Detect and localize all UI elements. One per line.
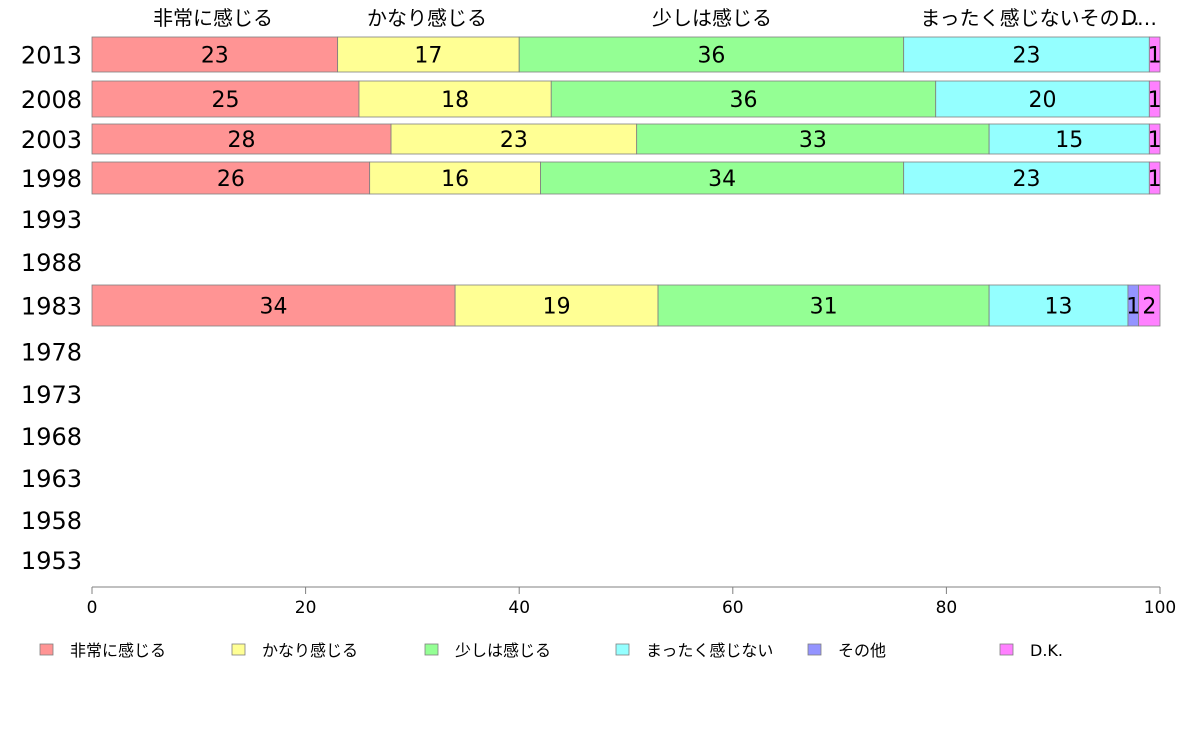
bar-2013-3 xyxy=(903,36,1150,73)
value-label-2003-5: 1 xyxy=(1148,128,1162,153)
top-label-2: 少しは感じる xyxy=(652,6,772,30)
category-label-1978: 1978 xyxy=(21,339,82,367)
category-label-2003: 2003 xyxy=(21,126,82,154)
category-label-1958: 1958 xyxy=(21,507,82,535)
legend-swatch-1 xyxy=(231,643,246,656)
bar-2008-2 xyxy=(550,80,937,118)
category-labels: 2013 2008 2003 1998 1993 1988 1983 1978 1973 1968… xyxy=(21,42,82,576)
bar-2013-2 xyxy=(518,36,905,73)
value-label-2008-0: 25 xyxy=(212,88,240,113)
top-label-4: D… xyxy=(1122,6,1157,30)
category-label-1993: 1993 xyxy=(21,206,82,234)
bar-2003-3 xyxy=(988,123,1150,155)
bar-2013-0 xyxy=(91,36,339,73)
value-label-1998-2: 34 xyxy=(708,167,736,192)
value-label-2013-1: 17 xyxy=(414,44,442,69)
bar-2003-5 xyxy=(1148,123,1161,155)
category-label-1953: 1953 xyxy=(21,547,82,575)
legend-label-5: D.K. xyxy=(1030,641,1063,660)
value-label-1983-2: 31 xyxy=(810,295,838,320)
value-label-2008-5: 1 xyxy=(1148,88,1162,113)
category-label-2013: 2013 xyxy=(21,42,82,70)
x-tick-label-20: 20 xyxy=(295,598,317,618)
value-label-2008-1: 18 xyxy=(441,88,469,113)
legend-label-3: まったく感じない xyxy=(646,641,773,660)
value-label-1998-5: 1 xyxy=(1148,167,1162,192)
x-tick-label-60: 60 xyxy=(722,598,744,618)
bar-2008-5 xyxy=(1148,80,1161,118)
x-tick-label-80: 80 xyxy=(936,598,958,618)
bar-2003-0 xyxy=(91,123,392,155)
value-label-1998-3: 23 xyxy=(1013,167,1041,192)
bar-1983-0 xyxy=(91,284,456,327)
value-label-2013-0: 23 xyxy=(201,44,229,69)
bar-1998-5 xyxy=(1148,161,1161,195)
value-label-2003-2: 33 xyxy=(799,128,827,153)
category-label-2008: 2008 xyxy=(21,86,82,114)
value-label-1998-0: 26 xyxy=(217,167,245,192)
category-label-1998: 1998 xyxy=(21,165,82,193)
top-label-3: まったく感じないその… xyxy=(920,6,1139,30)
x-tick-label-100: 100 xyxy=(1144,598,1176,618)
legend-label-0: 非常に感じる xyxy=(70,641,166,660)
bar-1998-2 xyxy=(540,161,905,195)
x-tick-label-0: 0 xyxy=(87,598,98,618)
value-label-2013-3: 23 xyxy=(1013,44,1041,69)
x-axis: 0 20 40 60 80 100 xyxy=(87,586,1176,618)
top-label-1: かなり感じる xyxy=(367,6,487,30)
value-label-1983-1: 19 xyxy=(543,295,571,320)
bar-2008-1 xyxy=(358,80,552,118)
bar-1983-3 xyxy=(988,284,1129,327)
category-label-1988: 1988 xyxy=(21,249,82,277)
legend: 非常に感じる かなり感じる 少しは感じる まったく感じない その他 D.K. xyxy=(39,641,1063,660)
bar-2013-5 xyxy=(1148,36,1161,73)
value-label-1983-5: 2 xyxy=(1142,295,1156,320)
value-label-2003-1: 23 xyxy=(500,128,528,153)
category-label-1983: 1983 xyxy=(21,293,82,321)
legend-label-2: 少しは感じる xyxy=(455,641,551,660)
bar-1998-0 xyxy=(91,161,371,195)
x-tick-label-40: 40 xyxy=(508,598,530,618)
top-label-0: 非常に感じる xyxy=(153,6,273,30)
bar-1983-5 xyxy=(1138,284,1161,327)
value-label-2008-3: 20 xyxy=(1029,88,1057,113)
top-labels: 非常に感じる かなり感じる 少しは感じる まったく感じないその…D… xyxy=(153,6,1157,30)
bar-2008-0 xyxy=(91,80,360,118)
legend-label-1: かなり感じる xyxy=(262,641,358,660)
category-label-1963: 1963 xyxy=(21,465,82,493)
legend-swatch-0 xyxy=(39,643,54,656)
value-label-2008-2: 36 xyxy=(729,88,757,113)
value-label-1983-3: 13 xyxy=(1045,295,1073,320)
value-label-2013-5: 1 xyxy=(1148,44,1162,69)
bar-1983-2 xyxy=(657,284,990,327)
value-label-1998-1: 16 xyxy=(441,167,469,192)
bar-2003-2 xyxy=(636,123,990,155)
category-label-1968: 1968 xyxy=(21,423,82,451)
legend-swatch-5 xyxy=(999,643,1014,656)
value-label-2003-0: 28 xyxy=(228,128,256,153)
value-label-1983-0: 34 xyxy=(260,295,288,320)
bar-1983-1 xyxy=(454,284,659,327)
bar-2013-1 xyxy=(337,36,520,73)
bar-2008-3 xyxy=(935,80,1150,118)
bars: 23 17 36 23 125 18 36 20 128 23 33 15 126 16 34 23 134 19… xyxy=(91,36,1162,327)
value-label-2003-3: 15 xyxy=(1055,128,1083,153)
legend-label-4: その他 xyxy=(838,641,886,660)
legend-swatch-2 xyxy=(424,643,439,656)
category-label-1973: 1973 xyxy=(21,381,82,409)
legend-swatch-3 xyxy=(615,643,630,656)
value-label-1983-4: 1 xyxy=(1126,295,1140,320)
bar-1998-3 xyxy=(903,161,1150,195)
value-label-2013-2: 36 xyxy=(697,44,725,69)
legend-swatch-4 xyxy=(807,643,822,656)
